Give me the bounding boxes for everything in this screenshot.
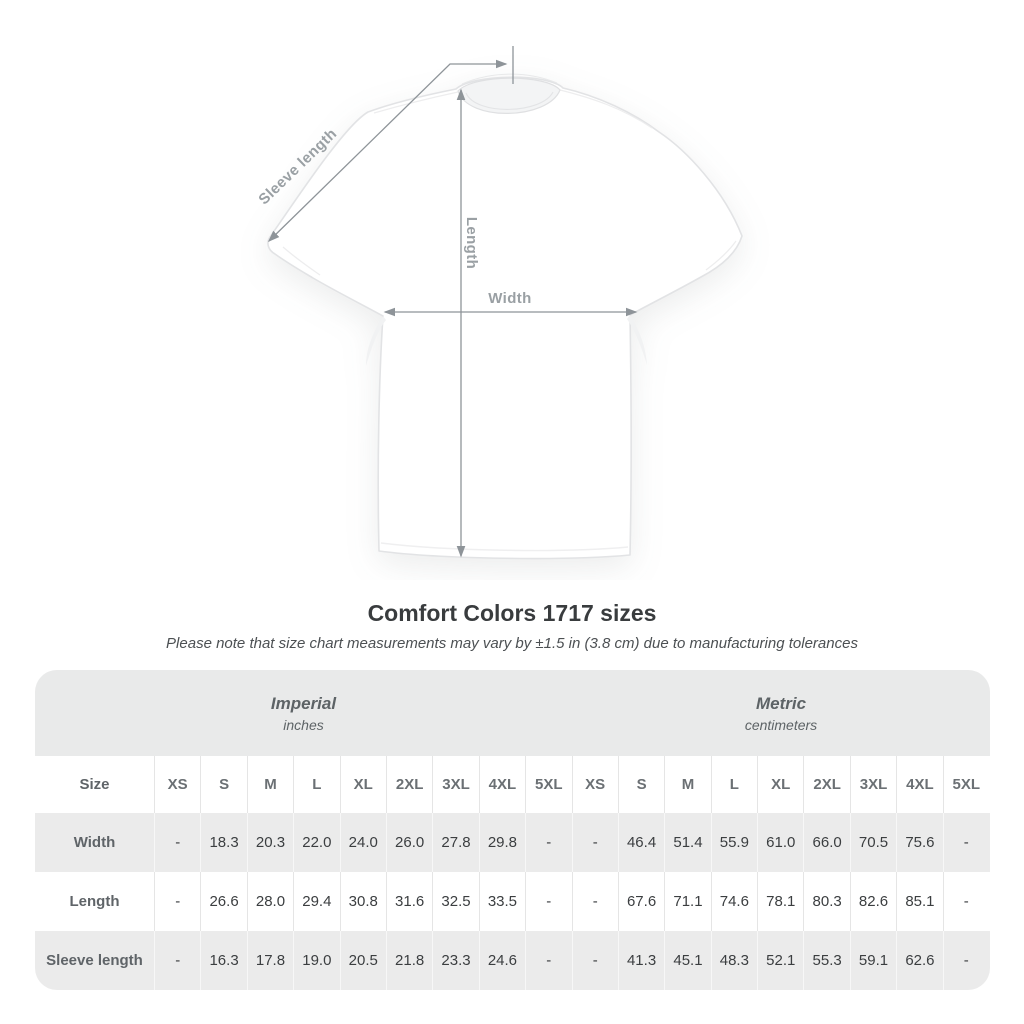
value-cell-imperial: 24.0: [341, 813, 387, 872]
value-cell-imperial: 21.8: [387, 931, 434, 990]
size-header-metric-3xl: 3XL: [851, 756, 898, 813]
tshirt-image: [267, 73, 743, 560]
value-cell-imperial: 20.5: [341, 931, 387, 990]
value-cell-metric: 45.1: [665, 931, 712, 990]
value-cell-metric: 80.3: [804, 872, 851, 931]
value-cell-imperial: -: [155, 813, 202, 872]
size-header-metric-2xl: 2XL: [804, 756, 851, 813]
value-cell-metric: 82.6: [851, 872, 898, 931]
metric-header: Metric centimeters: [572, 670, 990, 756]
value-cell-imperial: 24.6: [480, 931, 527, 990]
value-cell-metric: -: [963, 952, 969, 969]
value-cell-metric: 41.3: [619, 931, 666, 990]
value-cell-imperial: 27.8: [433, 813, 480, 872]
page-title: Comfort Colors 1717 sizes: [367, 600, 657, 626]
size-header-metric-5xl: 5XL: [952, 776, 981, 793]
value-cell-metric: -: [963, 834, 969, 851]
size-header-imperial-xl: XL: [341, 756, 387, 813]
row-label: Length: [35, 872, 155, 931]
value-cell-metric: 61.0: [758, 813, 805, 872]
size-header-row: Size XS S M L XL 2XL 3XL 4XL 5XL XS S M L XL 2XL 3XL 4XL 5…: [35, 756, 990, 813]
length-label: Length: [463, 217, 480, 269]
value-cell-imperial: 22.0: [294, 813, 341, 872]
value-cell-metric: 55.3: [804, 931, 851, 990]
value-cell-metric: -: [963, 893, 969, 910]
imperial-unit: inches: [283, 716, 324, 733]
value-cell-metric: -: [573, 872, 619, 931]
measurement-row-sleeve-length: Sleeve length -16.3 17.8 19.0 20.5 21.8 23.3 24…: [35, 931, 990, 990]
value-cell-metric: 85.1: [897, 872, 944, 931]
size-header-imperial-2xl: 2XL: [387, 756, 434, 813]
metric-unit: centimeters: [744, 716, 818, 733]
value-cell-imperial: 28.0: [248, 872, 295, 931]
size-header-metric-xs: XS: [573, 756, 619, 813]
value-cell-imperial: 17.8: [248, 931, 295, 990]
value-cell-imperial: 30.8: [341, 872, 387, 931]
imperial-header: Imperial inches: [35, 670, 572, 756]
value-cell-imperial: -: [526, 931, 573, 990]
value-cell-metric: 71.1: [665, 872, 712, 931]
value-cell-imperial: 32.5: [433, 872, 480, 931]
value-cell-metric: 59.1: [851, 931, 898, 990]
size-grid: Size XS S M L XL 2XL 3XL 4XL 5XL XS S M L XL 2XL 3XL 4XL 5…: [35, 756, 990, 990]
size-header-imperial-3xl: 3XL: [433, 756, 480, 813]
value-cell-imperial: 33.5: [480, 872, 527, 931]
value-cell-metric: 52.1: [758, 931, 805, 990]
size-header-metric-4xl: 4XL: [897, 756, 944, 813]
tolerance-note: Please note that size chart measurements…: [166, 634, 858, 652]
value-cell-imperial: 29.4: [294, 872, 341, 931]
value-cell-imperial: 26.6: [201, 872, 248, 931]
size-header-metric-l: L: [712, 756, 759, 813]
width-label: Width: [488, 290, 532, 307]
tshirt-diagram: Width Length Sleeve length: [255, 46, 743, 560]
imperial-title: Imperial: [270, 693, 337, 713]
size-header-imperial-4xl: 4XL: [480, 756, 527, 813]
size-header-imperial-l: L: [294, 756, 341, 813]
value-cell-imperial: 31.6: [387, 872, 434, 931]
row-label: Width: [35, 813, 155, 872]
value-cell-metric: 66.0: [804, 813, 851, 872]
value-cell-imperial: 19.0: [294, 931, 341, 990]
value-cell-imperial: -: [526, 813, 573, 872]
heading-block: Comfort Colors 1717 sizes Please note th…: [0, 600, 1024, 652]
measurement-row-length: Length -26.6 28.0 29.4 30.8 31.6 32.5 33.5- -67.…: [35, 872, 990, 931]
size-header-metric-m: M: [665, 756, 712, 813]
size-header-imperial-5xl: 5XL: [526, 756, 573, 813]
value-cell-metric: 70.5: [851, 813, 898, 872]
metric-title: Metric: [755, 693, 807, 713]
value-cell-imperial: 26.0: [387, 813, 434, 872]
value-cell-metric: 62.6: [897, 931, 944, 990]
size-header-imperial-xs: XS: [155, 756, 202, 813]
size-header-imperial-m: M: [248, 756, 295, 813]
size-chart-table: Imperial inches Metric centimeters Size X…: [35, 670, 990, 990]
value-cell-imperial: 16.3: [201, 931, 248, 990]
value-cell-imperial: 29.8: [480, 813, 527, 872]
size-header-imperial-s: S: [201, 756, 248, 813]
value-cell-metric: 51.4: [665, 813, 712, 872]
value-cell-metric: 75.6: [897, 813, 944, 872]
value-cell-metric: 74.6: [712, 872, 759, 931]
value-cell-imperial: -: [526, 872, 573, 931]
value-cell-imperial: 20.3: [248, 813, 295, 872]
size-header-metric-s: S: [619, 756, 666, 813]
size-column-header: Size: [35, 756, 155, 813]
value-cell-metric: 78.1: [758, 872, 805, 931]
value-cell-metric: -: [573, 813, 619, 872]
measurement-row-width: Width -18.3 20.3 22.0 24.0 26.0 27.8 29.8- -46.4…: [35, 813, 990, 872]
value-cell-imperial: 23.3: [433, 931, 480, 990]
value-cell-metric: 46.4: [619, 813, 666, 872]
value-cell-imperial: -: [155, 931, 202, 990]
value-cell-metric: -: [573, 931, 619, 990]
size-header-metric-xl: XL: [758, 756, 805, 813]
value-cell-imperial: 18.3: [201, 813, 248, 872]
value-cell-metric: 67.6: [619, 872, 666, 931]
value-cell-metric: 48.3: [712, 931, 759, 990]
value-cell-metric: 55.9: [712, 813, 759, 872]
value-cell-imperial: -: [155, 872, 202, 931]
unit-header-band: Imperial inches Metric centimeters: [35, 670, 990, 756]
row-label: Sleeve length: [35, 931, 155, 990]
sleeve-length-arrow: [267, 59, 508, 243]
